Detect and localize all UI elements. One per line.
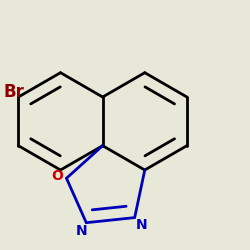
Text: O: O (51, 169, 63, 183)
Text: Br: Br (3, 83, 24, 101)
Text: N: N (76, 224, 87, 238)
Text: N: N (135, 218, 147, 232)
